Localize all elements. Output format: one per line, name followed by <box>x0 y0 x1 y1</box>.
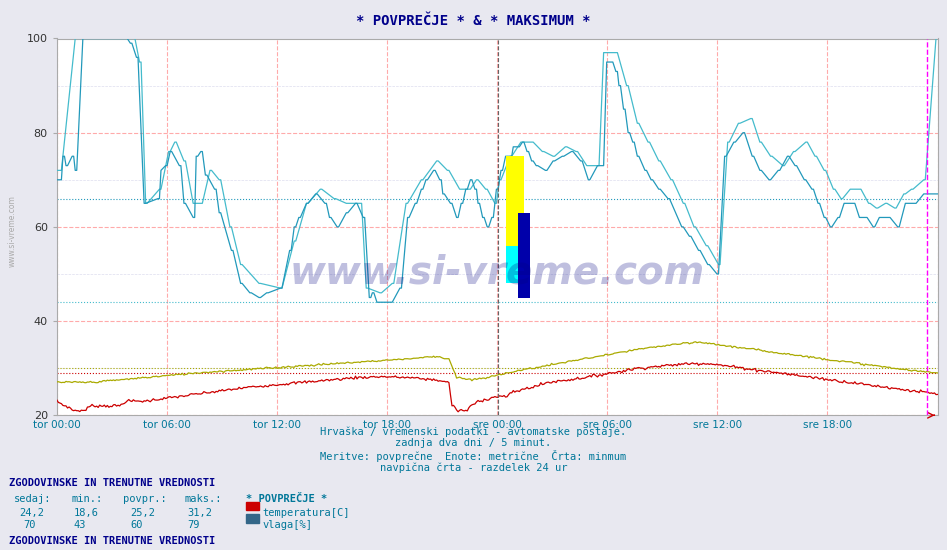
Text: www.si-vreme.com: www.si-vreme.com <box>290 253 705 291</box>
Text: 24,2: 24,2 <box>19 508 44 518</box>
Text: zadnja dva dni / 5 minut.: zadnja dva dni / 5 minut. <box>396 438 551 448</box>
Text: 43: 43 <box>74 520 86 530</box>
Text: 60: 60 <box>131 520 143 530</box>
Bar <box>518 213 530 298</box>
Text: 25,2: 25,2 <box>131 508 155 518</box>
Text: 70: 70 <box>24 520 36 530</box>
Bar <box>506 156 524 250</box>
Text: ZGODOVINSKE IN TRENUTNE VREDNOSTI: ZGODOVINSKE IN TRENUTNE VREDNOSTI <box>9 478 216 488</box>
Text: * POVPREČJE * & * MAKSIMUM *: * POVPREČJE * & * MAKSIMUM * <box>356 14 591 28</box>
Text: vlaga[%]: vlaga[%] <box>262 520 313 530</box>
Text: Meritve: povprečne  Enote: metrične  Črta: minmum: Meritve: povprečne Enote: metrične Črta:… <box>320 450 627 463</box>
Bar <box>506 246 524 283</box>
Text: sedaj:: sedaj: <box>14 494 52 504</box>
Text: Hrvaška / vremenski podatki - avtomatske postaje.: Hrvaška / vremenski podatki - avtomatske… <box>320 426 627 437</box>
Text: * POVPREČJE *: * POVPREČJE * <box>246 494 328 504</box>
Text: 79: 79 <box>188 520 200 530</box>
Text: 31,2: 31,2 <box>188 508 212 518</box>
Text: 18,6: 18,6 <box>74 508 98 518</box>
Text: povpr.:: povpr.: <box>123 494 167 504</box>
Text: temperatura[C]: temperatura[C] <box>262 508 349 518</box>
Text: min.:: min.: <box>71 494 102 504</box>
Text: www.si-vreme.com: www.si-vreme.com <box>8 195 17 267</box>
Text: maks.:: maks.: <box>185 494 223 504</box>
Text: navpična črta - razdelek 24 ur: navpična črta - razdelek 24 ur <box>380 463 567 473</box>
Text: ZGODOVINSKE IN TRENUTNE VREDNOSTI: ZGODOVINSKE IN TRENUTNE VREDNOSTI <box>9 536 216 546</box>
